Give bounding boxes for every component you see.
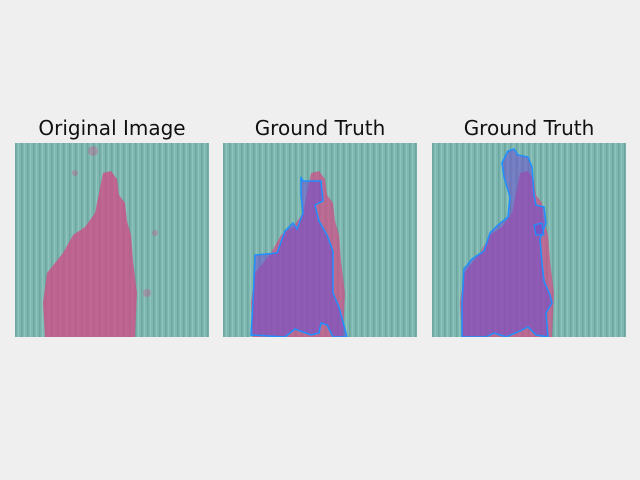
panel-title: Ground Truth: [254, 116, 386, 140]
panel-title: Original Image: [38, 116, 186, 140]
field-image: [223, 143, 417, 337]
panel-title: Ground Truth: [463, 116, 595, 140]
field-image: [15, 143, 209, 337]
segmentation-mask: [461, 148, 553, 337]
segmentation-mask: [250, 176, 348, 337]
field-image: [432, 143, 626, 337]
damage-region: [43, 171, 137, 337]
panel-ground-truth-2: Ground Truth: [432, 0, 626, 480]
panel-ground-truth-1: Ground Truth: [223, 0, 417, 480]
panel-original: Original Image: [15, 0, 209, 480]
